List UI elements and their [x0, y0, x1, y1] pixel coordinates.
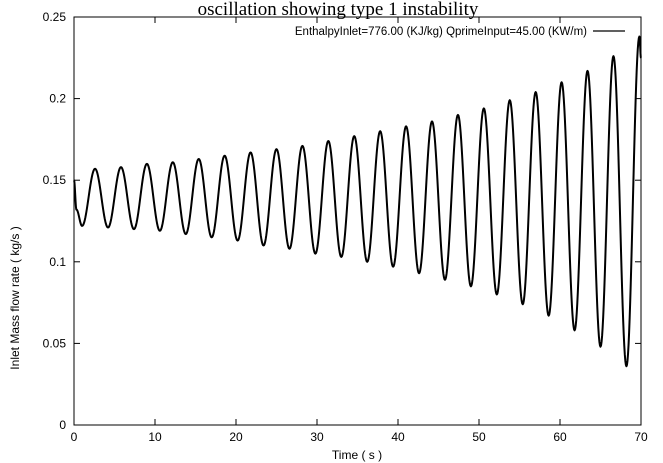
tick-labels: 0 10 20 30 40 50 60 70 0 0.05 0.1 0.15 0.2 0.25	[43, 10, 648, 444]
x-tick-label: 50	[472, 430, 486, 444]
y-tick-label: 0.25	[43, 10, 67, 24]
y-tick-label: 0.05	[43, 336, 67, 350]
x-tick-label: 30	[310, 430, 324, 444]
series-line-0	[73, 35, 642, 368]
y-tick-label: 0.1	[49, 255, 66, 269]
x-tick-label: 70	[634, 430, 648, 444]
x-tick-label: 0	[71, 430, 78, 444]
y-tick-label: 0.2	[49, 92, 66, 106]
x-tick-label: 10	[148, 430, 162, 444]
y-axis-label: Inlet Mass flow rate ( kg/s )	[8, 226, 22, 369]
x-tick-label: 20	[229, 430, 243, 444]
x-axis-label: Time ( s )	[332, 448, 382, 462]
y-tick-label: 0.15	[43, 173, 67, 187]
legend-label: EnthalpyInlet=776.00 (KJ/kg) QprimeInput…	[295, 26, 587, 38]
plot-frame	[73, 16, 642, 426]
y-tick-label: 0	[59, 418, 66, 432]
x-tick-label: 60	[553, 430, 567, 444]
chart-title: oscillation showing type 1 instability	[198, 0, 479, 20]
legend: EnthalpyInlet=776.00 (KJ/kg) QprimeInput…	[295, 26, 625, 38]
series-layer	[73, 35, 642, 368]
axis-ticks	[73, 16, 642, 426]
x-tick-label: 40	[391, 430, 405, 444]
